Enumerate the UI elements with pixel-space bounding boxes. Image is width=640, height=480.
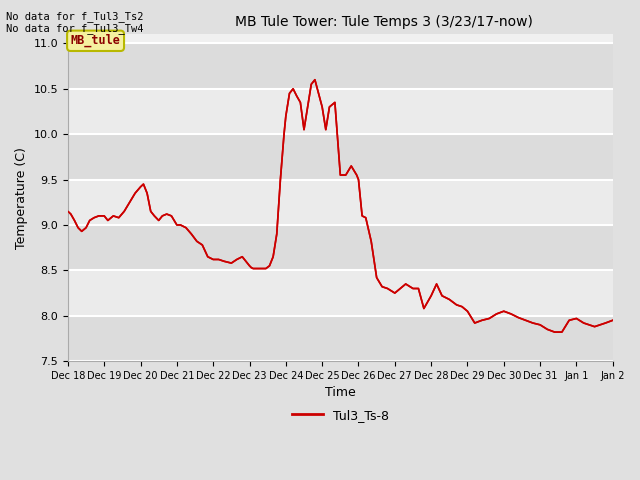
Title: MB Tule Tower: Tule Temps 3 (3/23/17-now): MB Tule Tower: Tule Temps 3 (3/23/17-now… [235,15,533,29]
Bar [68,89,612,134]
Text: No data for f_Tul3_Tw4: No data for f_Tul3_Tw4 [6,23,144,34]
Bar [68,43,612,89]
Bar [68,270,612,316]
Legend: Tul3_Ts-8: Tul3_Ts-8 [287,404,394,427]
Text: MB_tule: MB_tule [70,34,120,48]
Y-axis label: Temperature (C): Temperature (C) [15,147,28,249]
Bar [68,225,612,270]
Text: No data for f_Tul3_Ts2: No data for f_Tul3_Ts2 [6,11,144,22]
X-axis label: Time: Time [325,386,356,399]
Bar [68,134,612,180]
Bar [68,180,612,225]
Bar [68,316,612,361]
